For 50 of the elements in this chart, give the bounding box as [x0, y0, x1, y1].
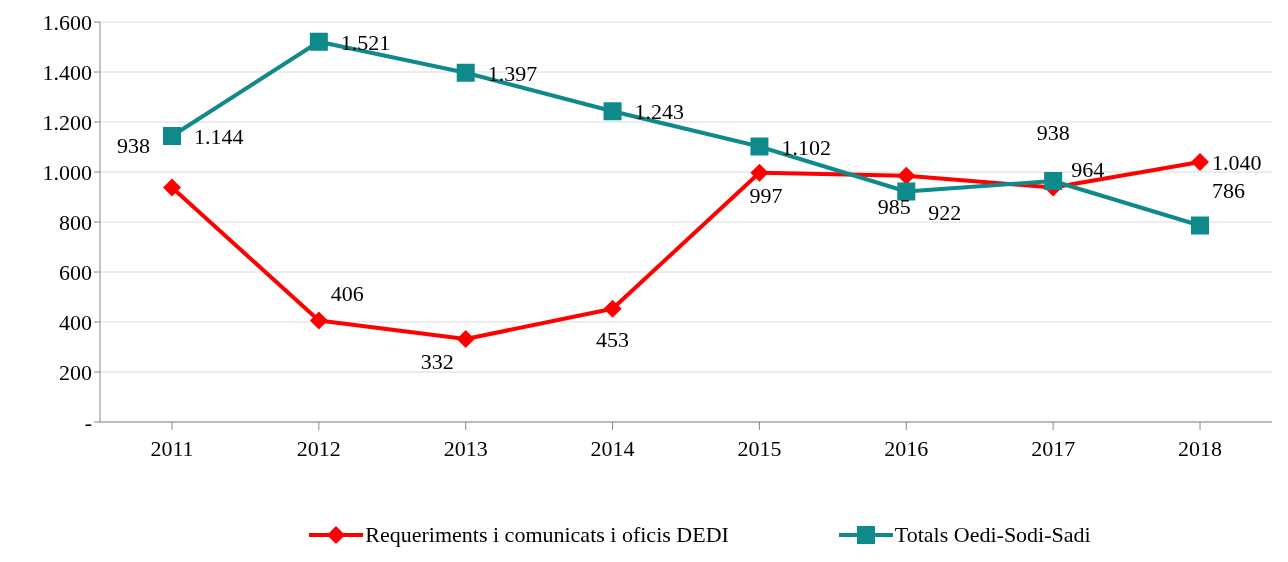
x-tick-label: 2017	[1031, 435, 1076, 461]
y-tick-label: 1.400	[42, 59, 92, 85]
point	[163, 178, 181, 197]
data-label: 1.397	[487, 60, 538, 86]
data-label: 985	[877, 193, 911, 219]
legend-label: Totals Oedi-Sodi-Sadi	[894, 522, 1091, 548]
legend-label: Requeriments i comunicats i oficis DEDI	[365, 522, 729, 548]
point	[163, 127, 181, 145]
x-tick-label: 2015	[737, 435, 782, 461]
x-tick-label: 2016	[884, 435, 929, 461]
data-label: 997	[749, 182, 783, 208]
data-label: 922	[928, 199, 962, 225]
data-label: 938	[1036, 119, 1070, 145]
data-label: 453	[596, 326, 630, 352]
y-tick-label: 200	[59, 359, 92, 385]
point	[1191, 216, 1209, 235]
x-tick-label: 2014	[590, 435, 635, 461]
point	[456, 330, 475, 348]
point	[1191, 153, 1209, 171]
data-label: 786	[1212, 177, 1245, 203]
point	[309, 32, 328, 51]
y-tick-label: 1.200	[42, 109, 92, 135]
data-label: 332	[420, 349, 454, 374]
data-label: 1.243	[634, 99, 685, 125]
y-tick-label: 1.000	[42, 159, 92, 185]
data-label: 1.102	[781, 134, 831, 160]
x-tick-label: 2013	[443, 435, 488, 461]
y-tick-label: 800	[59, 209, 92, 235]
point	[456, 63, 475, 82]
x-tick-label: 2018	[1178, 435, 1222, 461]
y-tick-label: 400	[59, 309, 92, 335]
y-tick-label: 1.600	[42, 9, 92, 35]
x-tick-label: 2012	[296, 435, 341, 461]
point	[603, 299, 622, 318]
data-label: 1.521	[340, 29, 391, 55]
y-tick-label: -	[84, 409, 92, 435]
y-tick-label: 600	[59, 259, 92, 285]
point	[750, 137, 769, 156]
point	[309, 311, 328, 330]
x-tick-label: 2011	[150, 435, 194, 461]
point	[750, 163, 769, 182]
point	[603, 102, 622, 121]
point	[897, 166, 916, 185]
point	[1044, 172, 1063, 190]
data-label: 1.040	[1212, 150, 1262, 175]
data-label: 938	[117, 132, 150, 158]
data-label: 964	[1071, 157, 1105, 182]
data-label: 406	[330, 280, 364, 306]
point	[897, 182, 916, 201]
data-label: 1.144	[194, 124, 244, 149]
